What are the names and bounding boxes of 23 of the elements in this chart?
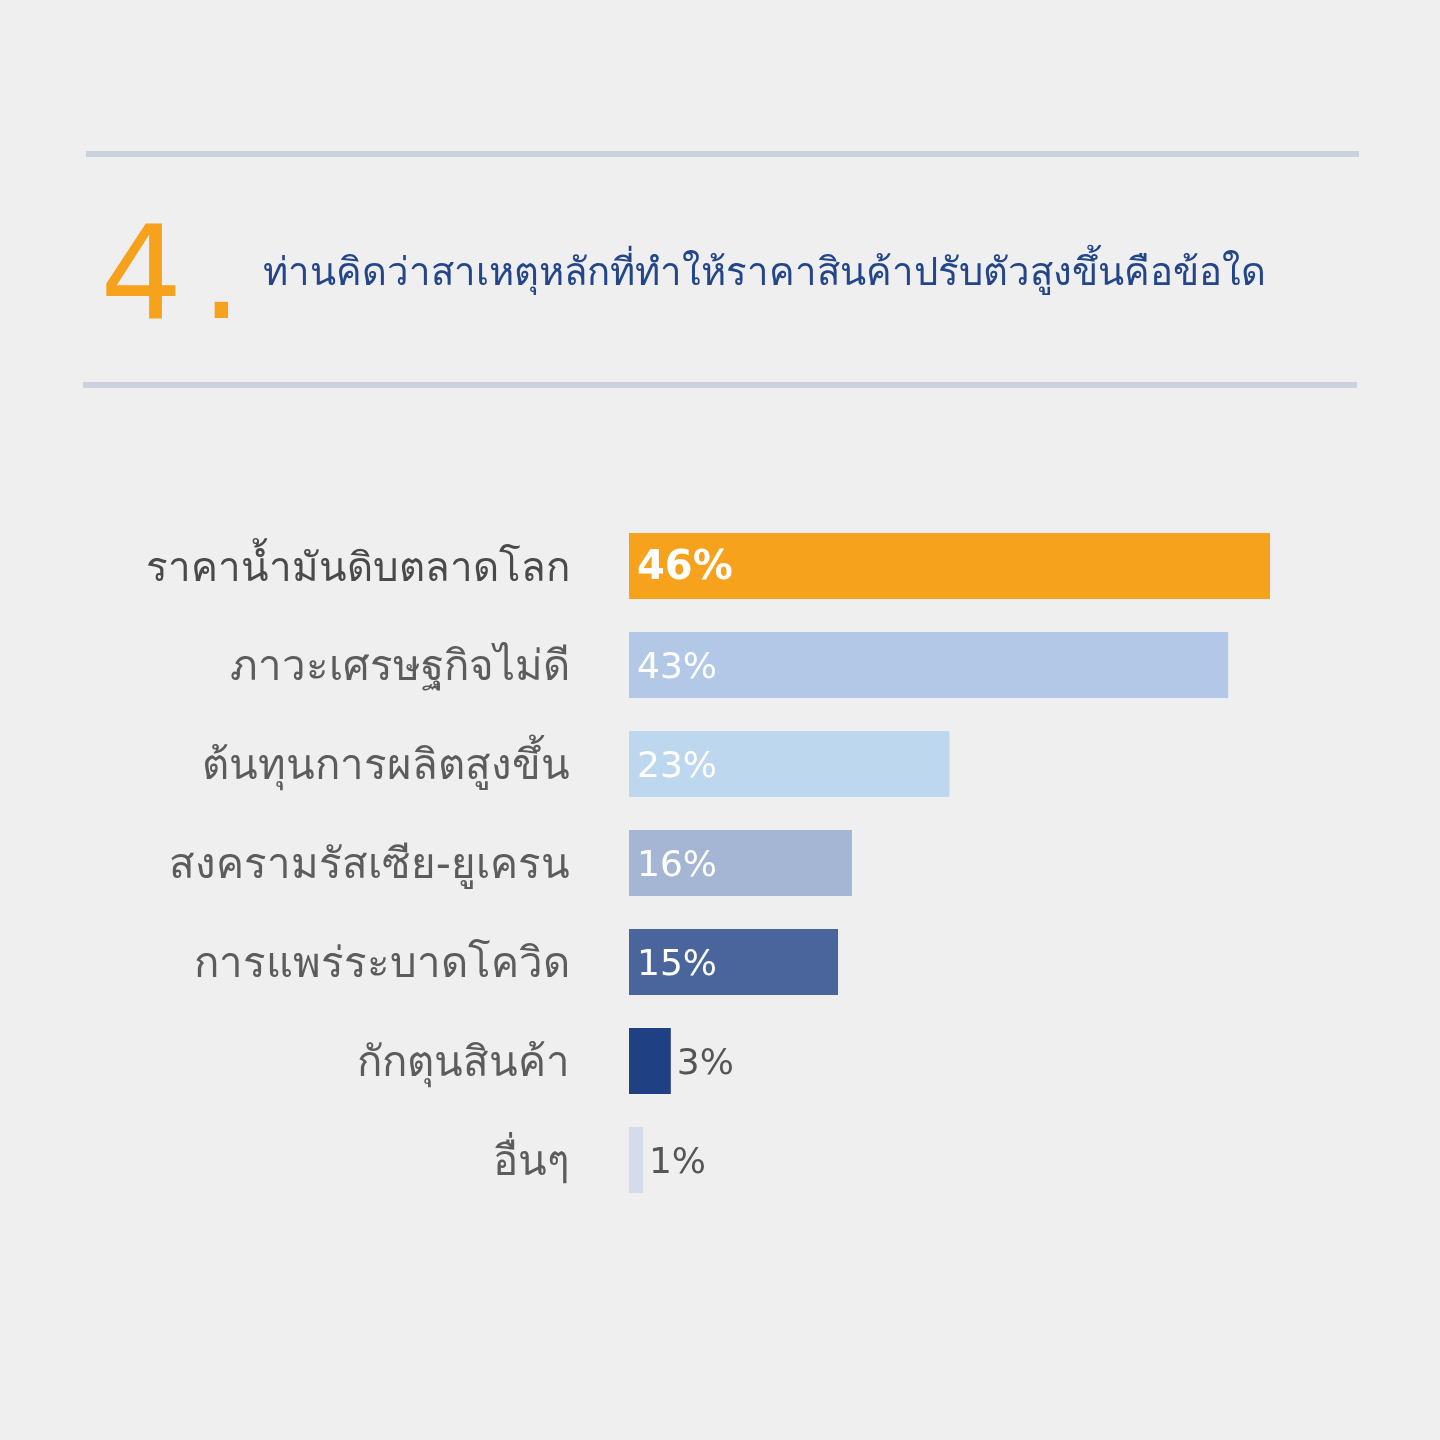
y-tick-label: ราคาน้ำมันดิบตลาดโลก bbox=[146, 538, 570, 591]
y-tick-label: การแพร่ระบาดโควิด bbox=[194, 938, 570, 987]
y-tick-label: ต้นทุนการผลิตสูงขึ้น bbox=[202, 734, 570, 791]
data-label: 16% bbox=[637, 843, 718, 884]
data-label: 3% bbox=[676, 1041, 734, 1082]
y-tick-label: ภาวะเศรษฐกิจไม่ดี bbox=[230, 641, 570, 691]
chart-title: ท่านคิดว่าสาเหตุหลักที่ทำให้ราคาสินค้าปรับตัวสูงขึ้นคือข้อใด bbox=[263, 244, 1266, 295]
bar bbox=[629, 1127, 643, 1193]
data-label: 1% bbox=[648, 1140, 707, 1181]
data-label: 46% bbox=[637, 542, 733, 588]
y-tick-label: อื่นๆ bbox=[493, 1132, 570, 1185]
data-label: 43% bbox=[637, 645, 718, 686]
data-label: 23% bbox=[637, 744, 718, 785]
bar bbox=[629, 1028, 671, 1094]
y-tick-label: กักตุนสินค้า bbox=[357, 1037, 570, 1088]
bar bbox=[629, 533, 1270, 599]
text: 4. bbox=[100, 197, 261, 349]
bar bbox=[629, 731, 950, 797]
bar bbox=[629, 830, 852, 896]
y-tick-label: สงครามรัสเซีย-ยูเครน bbox=[168, 839, 570, 889]
bar bbox=[629, 929, 839, 995]
bar bbox=[629, 632, 1229, 698]
data-label: 15% bbox=[637, 942, 718, 983]
